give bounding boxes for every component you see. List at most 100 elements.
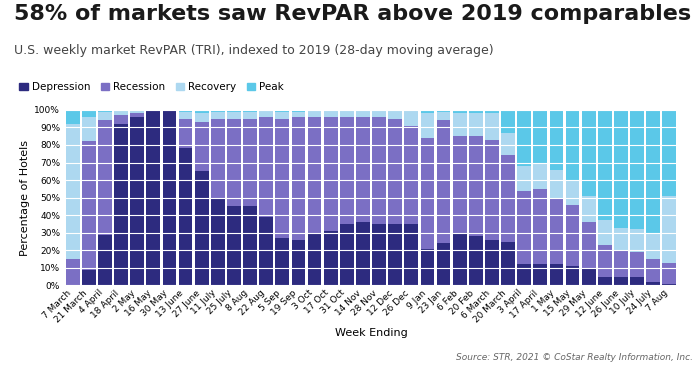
Legend: Depression, Recession, Recovery, Peak: Depression, Recession, Recovery, Peak (19, 82, 284, 92)
Bar (437, 110, 450, 112)
Bar (614, 250, 628, 277)
Bar (485, 240, 499, 285)
Bar (533, 163, 547, 189)
Bar (178, 149, 192, 285)
Bar (114, 115, 128, 124)
Bar (453, 113, 466, 136)
Bar (421, 249, 434, 285)
Bar (82, 117, 96, 141)
Bar (227, 119, 241, 206)
Bar (469, 110, 483, 113)
Bar (308, 110, 321, 117)
Bar (356, 117, 370, 222)
Bar (405, 126, 418, 224)
Bar (372, 117, 386, 224)
Bar (195, 122, 209, 171)
Bar (662, 263, 676, 284)
Bar (389, 224, 402, 285)
Bar (243, 112, 257, 119)
Bar (178, 112, 192, 119)
Bar (630, 277, 644, 285)
Bar (211, 198, 225, 285)
Bar (292, 240, 305, 285)
Bar (533, 189, 547, 264)
Bar (389, 119, 402, 224)
Bar (614, 228, 628, 250)
Bar (259, 117, 273, 217)
Bar (646, 282, 660, 285)
Bar (614, 110, 628, 228)
Y-axis label: Percentage of Hotels: Percentage of Hotels (20, 140, 30, 255)
Bar (550, 110, 564, 169)
Bar (485, 110, 499, 113)
Bar (630, 252, 644, 277)
Bar (195, 110, 209, 113)
Bar (485, 113, 499, 140)
Bar (130, 117, 144, 285)
Bar (82, 270, 96, 285)
Bar (195, 113, 209, 122)
Bar (662, 196, 676, 263)
Bar (98, 112, 112, 120)
Bar (646, 233, 660, 259)
Bar (308, 117, 321, 233)
Bar (340, 117, 354, 224)
Bar (630, 229, 644, 252)
Bar (517, 264, 531, 285)
Bar (485, 140, 499, 240)
Bar (308, 233, 321, 285)
Bar (130, 113, 144, 117)
Bar (195, 171, 209, 285)
Bar (598, 220, 612, 245)
Bar (276, 110, 289, 112)
Bar (453, 110, 466, 113)
Bar (211, 110, 225, 112)
Bar (243, 206, 257, 285)
Bar (211, 112, 225, 119)
Bar (566, 266, 580, 285)
Bar (292, 112, 305, 117)
Bar (501, 242, 515, 285)
Bar (469, 113, 483, 136)
Bar (98, 120, 112, 235)
Bar (356, 222, 370, 285)
Bar (372, 110, 386, 117)
Bar (453, 233, 466, 285)
X-axis label: Week Ending: Week Ending (335, 328, 407, 338)
Bar (550, 264, 564, 285)
Bar (598, 245, 612, 277)
Bar (421, 113, 434, 138)
Bar (517, 191, 531, 264)
Bar (614, 277, 628, 285)
Bar (114, 110, 128, 115)
Bar (582, 110, 596, 196)
Bar (324, 110, 337, 117)
Text: Source: STR, 2021 © CoStar Realty Information, Inc.: Source: STR, 2021 © CoStar Realty Inform… (456, 353, 693, 362)
Bar (582, 268, 596, 285)
Bar (324, 117, 337, 231)
Bar (421, 110, 434, 113)
Bar (276, 119, 289, 238)
Bar (437, 120, 450, 243)
Bar (598, 277, 612, 285)
Bar (340, 110, 354, 117)
Bar (227, 110, 241, 112)
Bar (211, 119, 225, 198)
Bar (243, 110, 257, 112)
Bar (66, 124, 80, 259)
Bar (630, 110, 644, 229)
Bar (227, 112, 241, 119)
Bar (598, 110, 612, 220)
Bar (550, 169, 564, 199)
Bar (453, 136, 466, 233)
Bar (501, 110, 515, 132)
Bar (469, 236, 483, 285)
Bar (582, 196, 596, 222)
Bar (582, 222, 596, 268)
Bar (566, 110, 580, 180)
Bar (550, 199, 564, 264)
Bar (340, 224, 354, 285)
Bar (178, 119, 192, 149)
Bar (243, 119, 257, 206)
Bar (66, 259, 80, 285)
